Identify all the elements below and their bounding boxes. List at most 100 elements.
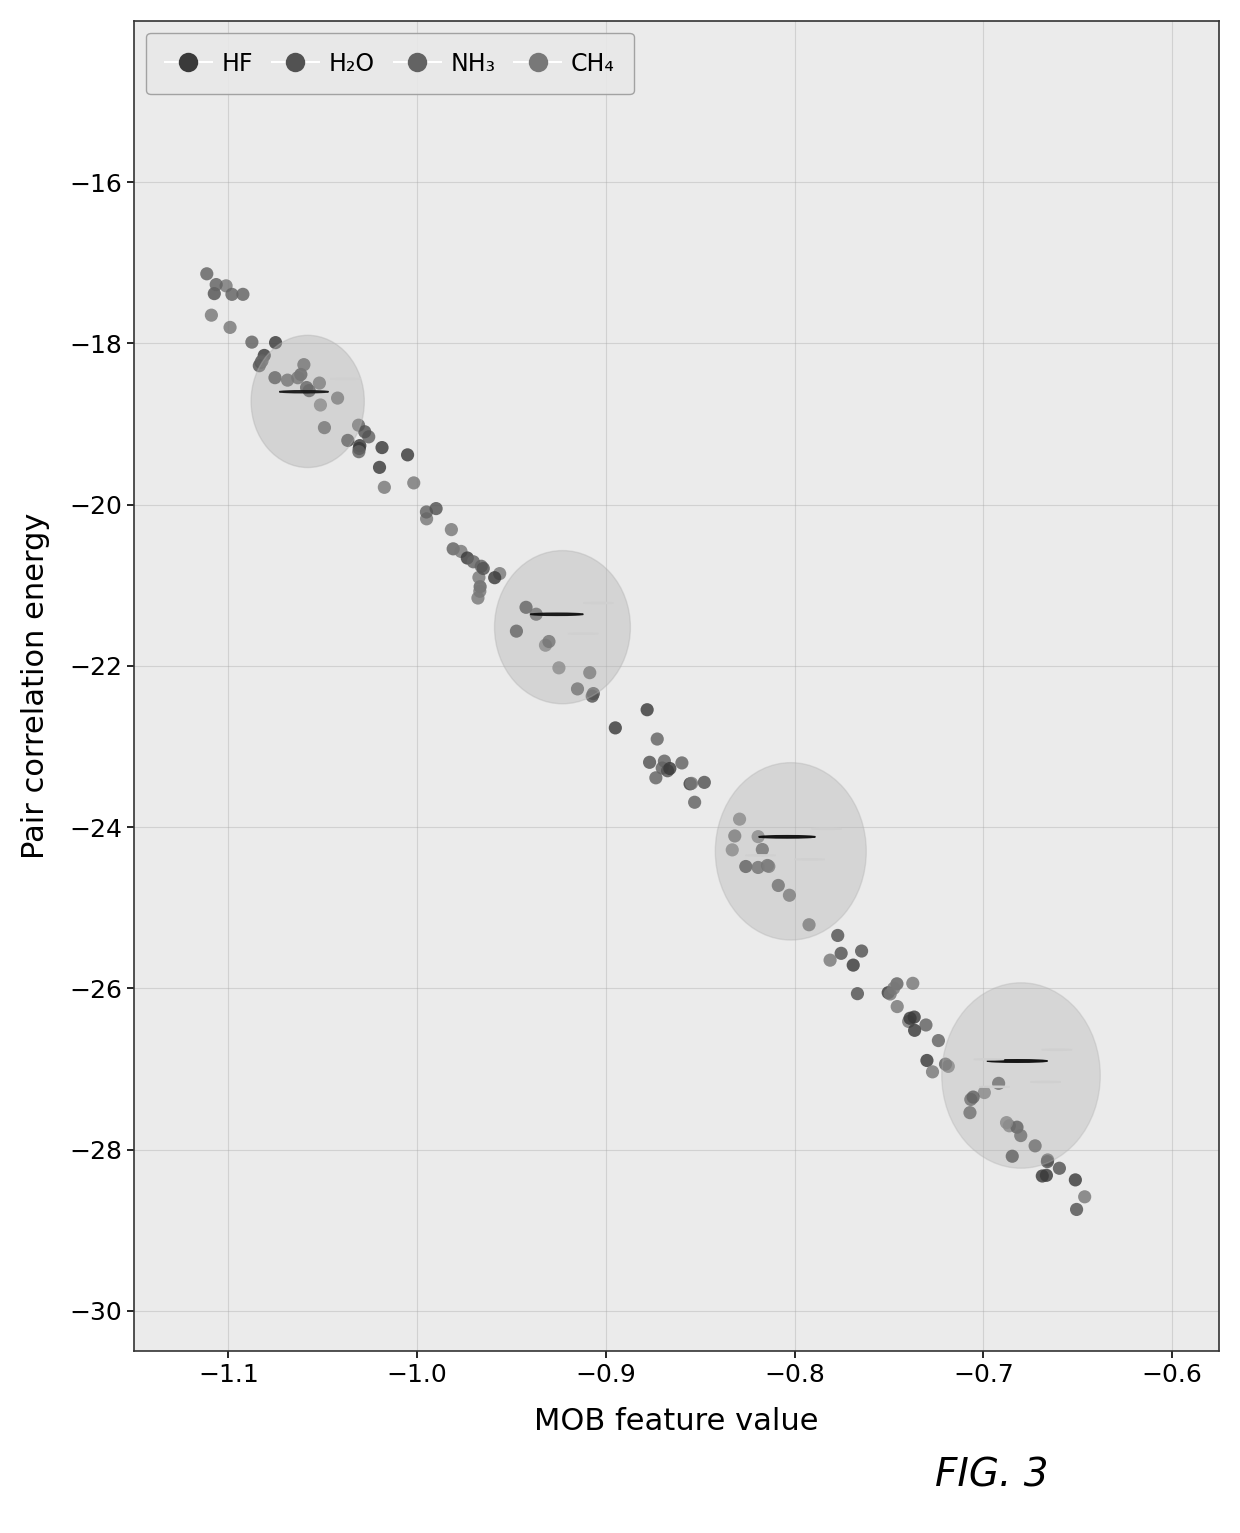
Point (580, 661, 600, 685)
Point (888, 995, 908, 1019)
Ellipse shape (250, 336, 365, 468)
Point (960, 1101, 980, 1125)
Point (672, 751, 692, 776)
Point (250, 350, 270, 374)
Y-axis label: Pair correlation energy: Pair correlation energy (21, 514, 50, 858)
Point (310, 392, 330, 417)
Text: FIG. 3: FIG. 3 (935, 1456, 1049, 1495)
Point (820, 947, 839, 972)
Point (916, 1013, 936, 1038)
Point (729, 806, 749, 831)
Point (348, 440, 368, 464)
Point (441, 517, 461, 541)
Point (657, 759, 677, 783)
Point (583, 684, 603, 708)
Point (900, 1006, 920, 1030)
Point (988, 1072, 1008, 1096)
Point (350, 434, 370, 458)
Point (584, 681, 604, 705)
Point (939, 1055, 959, 1079)
Point (201, 304, 221, 328)
Point (470, 579, 490, 604)
Point (464, 549, 484, 573)
Point (655, 748, 675, 773)
Point (539, 629, 559, 653)
Point (469, 566, 489, 590)
Point (506, 619, 526, 644)
Point (652, 756, 672, 780)
Point (485, 566, 505, 590)
Point (1038, 1150, 1058, 1174)
Point (358, 425, 378, 449)
Point (887, 972, 906, 996)
Point (294, 353, 314, 377)
Point (1066, 1197, 1086, 1222)
Point (878, 981, 898, 1006)
Point (327, 386, 347, 411)
Point (265, 365, 285, 389)
Circle shape (759, 835, 816, 839)
Point (923, 1059, 942, 1084)
Point (568, 676, 588, 701)
Point (417, 500, 436, 524)
Point (372, 435, 392, 460)
Point (526, 602, 546, 627)
Point (536, 633, 556, 658)
Point (903, 970, 923, 995)
Point (206, 273, 226, 297)
Point (516, 595, 536, 619)
Point (221, 316, 241, 340)
Point (471, 553, 491, 578)
Point (684, 789, 704, 814)
Point (291, 362, 311, 386)
Point (929, 1029, 949, 1053)
Point (880, 981, 900, 1006)
Point (1049, 1156, 1069, 1180)
Point (265, 330, 285, 354)
Point (799, 912, 818, 937)
Point (1025, 1133, 1045, 1157)
Point (735, 854, 755, 878)
Point (758, 854, 777, 878)
Point (918, 1049, 937, 1073)
Point (780, 883, 800, 908)
Point (252, 348, 272, 373)
Point (398, 443, 418, 468)
Point (299, 379, 319, 403)
Point (753, 837, 773, 862)
Point (769, 874, 789, 898)
Point (637, 698, 657, 722)
Point (694, 770, 714, 794)
Point (233, 282, 253, 307)
Point (474, 556, 494, 581)
Point (197, 262, 217, 287)
Point (427, 497, 446, 521)
Circle shape (987, 1059, 1048, 1062)
Point (1002, 1144, 1022, 1168)
Point (350, 437, 370, 461)
Point (242, 330, 262, 354)
Point (337, 428, 357, 452)
Point (288, 365, 308, 389)
Point (904, 1004, 924, 1029)
Point (640, 750, 660, 774)
Point (278, 368, 298, 392)
Point (748, 855, 768, 880)
Point (852, 938, 872, 963)
Point (205, 282, 224, 307)
Point (1065, 1168, 1085, 1193)
Point (458, 546, 477, 570)
Point (355, 420, 374, 445)
Point (417, 506, 436, 530)
Point (605, 716, 625, 740)
Point (847, 981, 867, 1006)
Ellipse shape (715, 762, 867, 940)
Point (681, 771, 701, 796)
Point (370, 455, 389, 480)
Point (843, 954, 863, 978)
Point (884, 977, 904, 1001)
Point (999, 1113, 1019, 1137)
Point (249, 354, 269, 379)
Point (831, 941, 851, 966)
X-axis label: MOB feature value: MOB feature value (534, 1406, 818, 1435)
